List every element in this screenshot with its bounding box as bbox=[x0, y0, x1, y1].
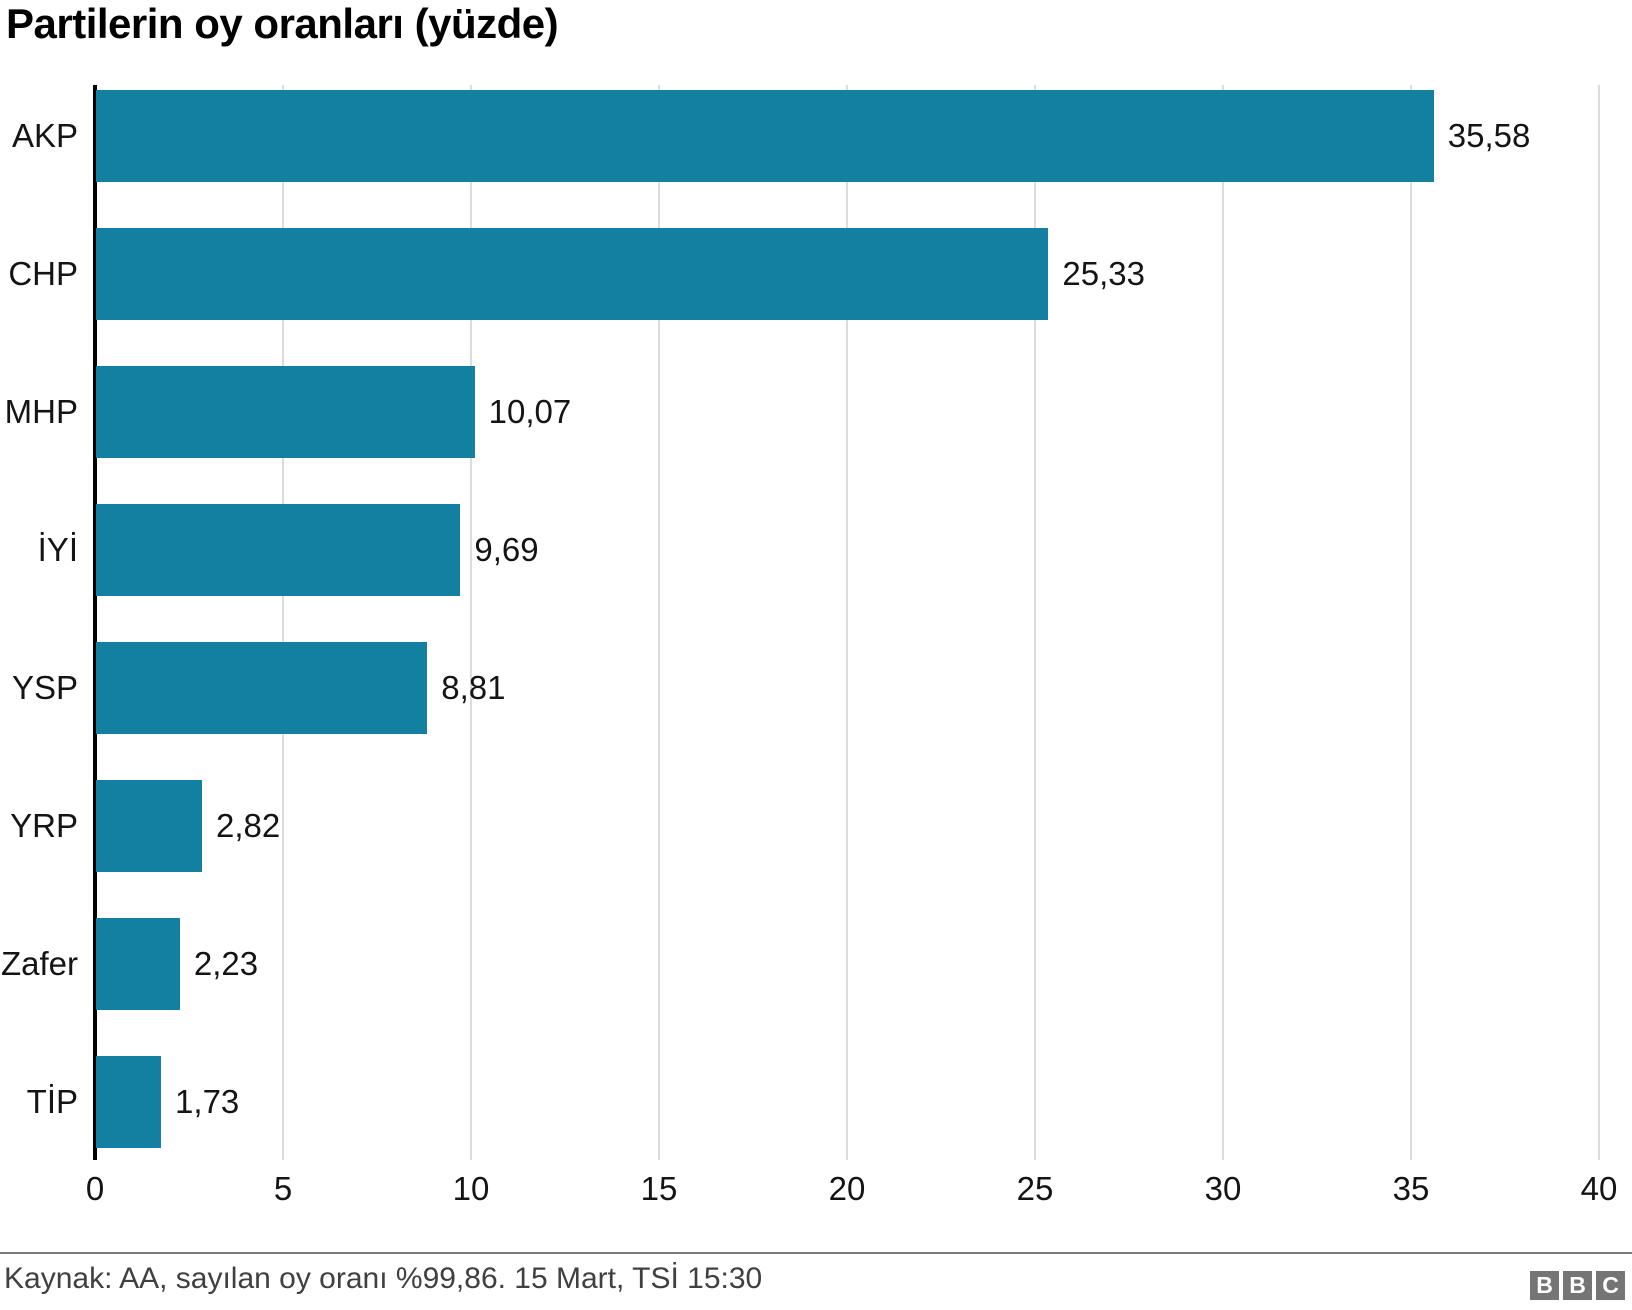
x-axis-tick-label: 30 bbox=[1204, 1170, 1242, 1207]
category-label: CHP bbox=[8, 255, 78, 292]
x-axis-tick-label: 25 bbox=[1016, 1170, 1054, 1207]
bar bbox=[96, 1056, 162, 1148]
value-label: 2,82 bbox=[216, 807, 281, 844]
plot-area: AKP 35,58 CHP 25,33 MHP 10,07 İYİ 9,69 YSP 8,81 YR… bbox=[0, 85, 1632, 1160]
gridline bbox=[658, 85, 660, 1160]
bbc-logo-letter: B bbox=[1530, 1271, 1559, 1300]
value-label: 10,07 bbox=[488, 393, 572, 430]
bar bbox=[96, 780, 203, 872]
y-axis-line bbox=[93, 85, 97, 1160]
bar bbox=[96, 642, 428, 734]
gridline bbox=[1034, 85, 1036, 1160]
gridline bbox=[1222, 85, 1224, 1160]
gridline bbox=[846, 85, 848, 1160]
source-caption: Kaynak: AA, sayılan oy oranı %99,86. 15 … bbox=[4, 1262, 763, 1295]
bar bbox=[96, 228, 1049, 320]
category-label: İYİ bbox=[37, 531, 78, 568]
gridline bbox=[1598, 85, 1600, 1160]
bar bbox=[96, 366, 475, 458]
value-label: 9,69 bbox=[474, 531, 539, 568]
bbc-logo: B B C bbox=[1530, 1271, 1625, 1300]
x-axis-tick-label: 20 bbox=[828, 1170, 866, 1207]
chart-title: Partilerin oy oranları (yüzde) bbox=[6, 0, 559, 47]
x-axis-tick-label: 0 bbox=[85, 1170, 105, 1207]
x-axis-tick-label: 35 bbox=[1392, 1170, 1430, 1207]
bar bbox=[96, 504, 461, 596]
x-axis-tick-label: 15 bbox=[640, 1170, 678, 1207]
category-label: MHP bbox=[4, 393, 78, 430]
value-label: 2,23 bbox=[193, 945, 259, 982]
gridline bbox=[1410, 85, 1412, 1160]
category-label: TİP bbox=[26, 1083, 78, 1120]
bar bbox=[96, 90, 1434, 182]
bbc-logo-letter: C bbox=[1596, 1271, 1625, 1300]
value-label: 8,81 bbox=[441, 669, 506, 706]
bbc-logo-letter: B bbox=[1563, 1271, 1592, 1300]
value-label: 25,33 bbox=[1062, 255, 1145, 292]
category-label: YSP bbox=[11, 669, 78, 706]
value-label: 35,58 bbox=[1447, 117, 1531, 154]
value-label: 1,73 bbox=[175, 1083, 240, 1120]
bar bbox=[96, 918, 180, 1010]
gridline bbox=[282, 85, 284, 1160]
x-axis-tick-label: 10 bbox=[452, 1170, 490, 1207]
category-label: YRP bbox=[10, 807, 78, 844]
footer-divider bbox=[0, 1252, 1632, 1254]
gridline bbox=[470, 85, 472, 1160]
category-label: AKP bbox=[11, 117, 78, 154]
category-label: Zafer bbox=[0, 945, 78, 982]
x-axis: 0 5 10 15 20 25 30 35 40 bbox=[0, 1170, 1632, 1210]
x-axis-tick-label: 5 bbox=[273, 1170, 293, 1207]
x-axis-tick-label: 40 bbox=[1580, 1170, 1618, 1207]
